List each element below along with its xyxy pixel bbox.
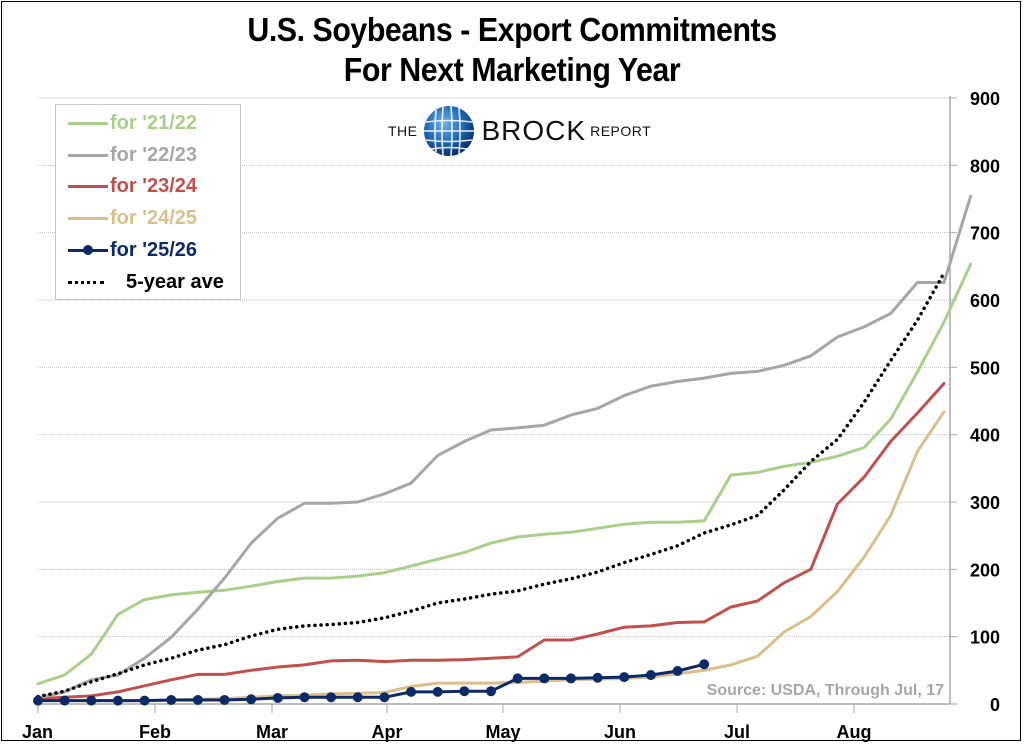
source-annotation: Source: USDA, Through Jul, 17 bbox=[706, 682, 944, 699]
data-point-marker bbox=[33, 695, 43, 706]
logo-brock: BROCK bbox=[481, 115, 587, 146]
logo-report: REPORT bbox=[590, 123, 652, 139]
data-point-marker bbox=[486, 686, 496, 697]
x-tick-label: Apr bbox=[372, 722, 403, 742]
x-tick-label: Jul bbox=[724, 722, 750, 742]
legend-item-21-22: for '21/22 bbox=[68, 109, 197, 137]
legend-swatch bbox=[68, 212, 108, 224]
legend-label: for '25/26 bbox=[110, 238, 198, 261]
data-point-marker bbox=[699, 659, 710, 670]
legend-item-23-24: for '23/24 bbox=[68, 172, 197, 200]
data-point-marker bbox=[645, 670, 656, 681]
y-tick-label: 300 bbox=[970, 493, 1000, 513]
y-tick-label: 400 bbox=[970, 426, 1000, 446]
legend-item-24-25: for '24/25 bbox=[68, 204, 197, 232]
chart-subtitle: For Next Marketing Year bbox=[343, 51, 681, 88]
y-tick-label: 200 bbox=[970, 560, 1000, 580]
series-line-for-23-24 bbox=[36, 382, 946, 701]
y-tick-label: 600 bbox=[970, 291, 1000, 311]
legend-label: 5-year ave bbox=[126, 270, 224, 293]
legend-item-25-26: for '25/26 bbox=[68, 236, 197, 264]
y-tick-label: 500 bbox=[970, 358, 1000, 378]
data-point-marker bbox=[299, 692, 310, 703]
chart-title-block: U.S. Soybeans - Export Commitments For N… bbox=[41, 10, 983, 90]
series-line-for-22-23 bbox=[36, 194, 973, 700]
chart-legend: for '21/22 for '22/23 for '23/24 for '24… bbox=[55, 104, 241, 300]
x-tick-label: Aug bbox=[837, 722, 872, 742]
globe-icon bbox=[423, 105, 474, 157]
chart-title: U.S. Soybeans - Export Commitments bbox=[247, 11, 777, 48]
data-point-marker bbox=[459, 686, 470, 697]
data-point-marker bbox=[192, 694, 203, 705]
x-tick-label: Jun bbox=[604, 722, 636, 742]
legend-label: for '23/24 bbox=[110, 174, 198, 197]
data-point-marker bbox=[565, 673, 576, 684]
x-tick-label: Jan bbox=[22, 722, 53, 742]
legend-swatch bbox=[68, 180, 108, 192]
data-point-marker bbox=[352, 692, 363, 703]
data-point-marker bbox=[86, 695, 97, 706]
data-point-marker bbox=[592, 672, 603, 683]
legend-swatch bbox=[68, 244, 108, 256]
data-point-marker bbox=[379, 692, 390, 703]
legend-label: for '22/23 bbox=[110, 143, 198, 166]
data-point-marker bbox=[512, 673, 523, 684]
series-line-for-25-26 bbox=[36, 662, 706, 703]
data-point-marker bbox=[539, 673, 550, 684]
y-axis-ticks: 0 100 200 300 400 500 600 700 800 900 bbox=[970, 89, 1000, 715]
legend-item-5yr-ave: 5-year ave bbox=[68, 268, 224, 296]
legend-swatch bbox=[68, 117, 108, 129]
legend-label: for '21/22 bbox=[110, 111, 198, 134]
y-tick-label: 100 bbox=[970, 628, 1000, 648]
logo-the: THE bbox=[388, 123, 418, 139]
data-point-marker bbox=[326, 692, 337, 703]
y-tick-label: 900 bbox=[970, 89, 1000, 109]
data-point-marker bbox=[272, 692, 283, 703]
y-tick-label: 800 bbox=[970, 156, 1000, 176]
data-point-marker bbox=[166, 694, 177, 705]
data-point-marker bbox=[219, 694, 230, 705]
series-line-for-21-22 bbox=[36, 262, 973, 686]
y-tick-label: 0 bbox=[990, 695, 1000, 715]
series-lines bbox=[33, 194, 973, 706]
data-point-marker bbox=[672, 666, 683, 677]
data-point-marker bbox=[139, 695, 150, 706]
data-point-marker bbox=[59, 695, 70, 706]
legend-swatch bbox=[68, 149, 108, 161]
x-tick-label: Mar bbox=[256, 722, 288, 742]
data-point-marker bbox=[246, 694, 257, 705]
data-point-marker bbox=[112, 695, 123, 706]
x-tick-label: Feb bbox=[139, 722, 171, 742]
data-point-marker bbox=[406, 686, 417, 697]
data-point-marker bbox=[432, 686, 443, 697]
x-axis-ticks: Jan Feb Mar Apr May Jun Jul Aug bbox=[22, 722, 872, 742]
data-point-marker bbox=[619, 672, 630, 683]
x-tick-label: May bbox=[485, 722, 520, 742]
legend-label: for '24/25 bbox=[110, 206, 198, 229]
series-line-5-year-ave bbox=[36, 271, 946, 699]
legend-swatch bbox=[68, 276, 108, 288]
legend-item-22-23: for '22/23 bbox=[68, 141, 197, 169]
brock-report-logo: THE BROCK REPORT bbox=[388, 103, 651, 159]
y-tick-label: 700 bbox=[970, 224, 1000, 244]
